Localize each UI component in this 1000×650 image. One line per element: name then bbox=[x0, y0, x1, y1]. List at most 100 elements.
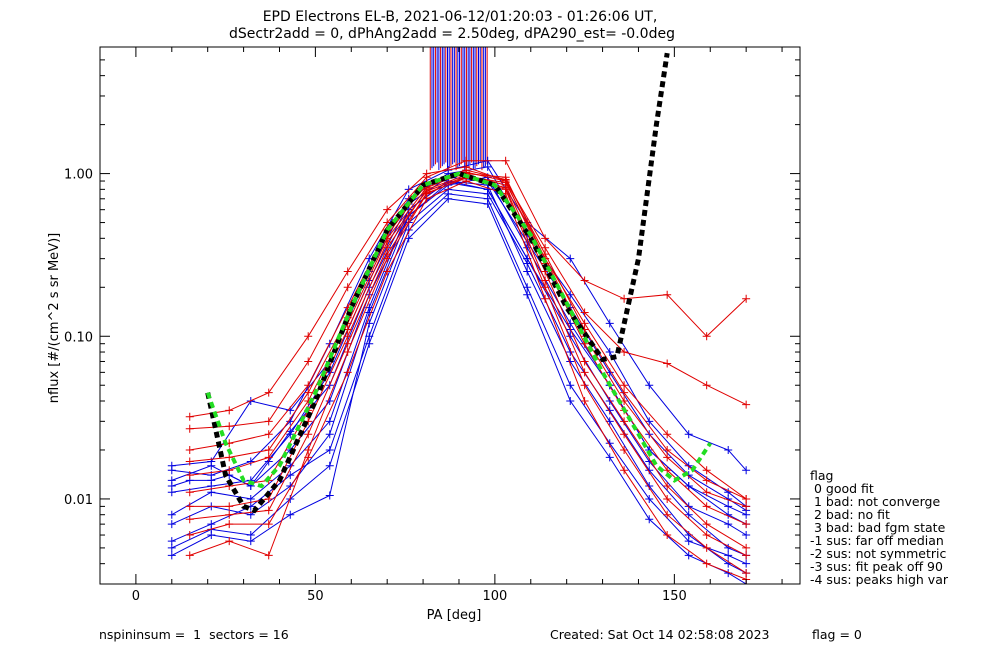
legend-item: 2 bad: no fit bbox=[810, 507, 890, 522]
red-point bbox=[702, 488, 711, 497]
red-point bbox=[264, 506, 273, 515]
blue-point bbox=[742, 466, 751, 475]
red-point bbox=[225, 520, 234, 529]
x-tick-label: 50 bbox=[307, 589, 324, 604]
red-point bbox=[702, 531, 711, 540]
red-point bbox=[304, 381, 313, 390]
blue-point bbox=[645, 494, 654, 503]
red-point bbox=[702, 381, 711, 390]
blue-point bbox=[724, 551, 733, 560]
red-point bbox=[580, 357, 589, 366]
red-point bbox=[185, 531, 194, 540]
red-point bbox=[742, 551, 751, 560]
red-point bbox=[541, 250, 550, 259]
red-point bbox=[620, 294, 629, 303]
red-point bbox=[501, 175, 510, 184]
red-point bbox=[225, 422, 234, 431]
blue-point bbox=[444, 194, 453, 203]
red-point bbox=[422, 188, 431, 197]
red-point bbox=[702, 466, 711, 475]
red-point bbox=[580, 276, 589, 285]
red-point bbox=[383, 205, 392, 214]
red-point bbox=[620, 388, 629, 397]
red-point bbox=[663, 531, 672, 540]
blue-point bbox=[684, 482, 693, 491]
chart-title: EPD Electrons EL-B, 2021-06-12/01:20:03 … bbox=[263, 9, 658, 25]
red-point bbox=[304, 445, 313, 454]
y-axis-label: nflux [#/(cm^2 s sr MeV)] bbox=[47, 233, 62, 403]
red-point bbox=[343, 368, 352, 377]
red-point bbox=[185, 445, 194, 454]
y-tick-label: 1.00 bbox=[64, 168, 93, 183]
blue-point bbox=[167, 476, 176, 485]
red-point bbox=[462, 156, 471, 165]
red-point bbox=[742, 502, 751, 511]
red-point bbox=[304, 453, 313, 462]
blue-point bbox=[167, 537, 176, 546]
red-point bbox=[663, 510, 672, 519]
blue-point bbox=[684, 461, 693, 470]
x-tick-label: 0 bbox=[132, 589, 140, 604]
blue-series-line bbox=[171, 182, 747, 536]
legend-title: flag bbox=[810, 468, 834, 483]
red-point bbox=[620, 348, 629, 357]
red-point bbox=[343, 339, 352, 348]
blue-point bbox=[404, 185, 413, 194]
footer-spin-info: nspininsum = 1 sectors = 16 bbox=[99, 627, 289, 642]
red-point bbox=[264, 388, 273, 397]
blue-series-line bbox=[171, 180, 747, 574]
red-point bbox=[225, 466, 234, 475]
red-point bbox=[501, 156, 510, 165]
blue-point bbox=[167, 543, 176, 552]
blue-point bbox=[645, 417, 654, 426]
blue-point bbox=[645, 515, 654, 524]
blue-point bbox=[684, 551, 693, 560]
blue-point bbox=[523, 267, 532, 276]
blue-point bbox=[684, 430, 693, 439]
red-point bbox=[304, 357, 313, 366]
legend-item: 3 bad: bad fgm state bbox=[810, 520, 946, 535]
red-point bbox=[702, 520, 711, 529]
blue-point bbox=[167, 510, 176, 519]
blue-point bbox=[325, 396, 334, 405]
red-point bbox=[343, 348, 352, 357]
red-point bbox=[620, 381, 629, 390]
red-point bbox=[663, 430, 672, 439]
red-point bbox=[742, 494, 751, 503]
red-point bbox=[501, 183, 510, 192]
blue-point bbox=[325, 430, 334, 439]
red-point bbox=[185, 412, 194, 421]
red-point bbox=[462, 166, 471, 175]
x-axis-label: PA [deg] bbox=[427, 608, 482, 623]
red-point bbox=[541, 276, 550, 285]
red-point bbox=[580, 308, 589, 317]
blue-point bbox=[645, 466, 654, 475]
red-point bbox=[742, 543, 751, 552]
red-point bbox=[541, 234, 550, 243]
x-tick-label: 150 bbox=[662, 589, 687, 604]
blue-point bbox=[523, 290, 532, 299]
red-point bbox=[343, 267, 352, 276]
blue-point bbox=[566, 396, 575, 405]
blue-point bbox=[724, 520, 733, 529]
blue-series-line bbox=[171, 198, 747, 584]
red-point bbox=[702, 332, 711, 341]
red-point bbox=[185, 471, 194, 480]
blue-point bbox=[286, 471, 295, 480]
blue-point bbox=[365, 339, 374, 348]
red-point bbox=[742, 294, 751, 303]
data-layer bbox=[167, 47, 751, 584]
blue-point bbox=[365, 308, 374, 317]
blue-point bbox=[167, 488, 176, 497]
blue-point bbox=[742, 559, 751, 568]
red-point bbox=[304, 388, 313, 397]
blue-point bbox=[325, 461, 334, 470]
legend-item: -3 sus: fit peak off 90 bbox=[810, 559, 943, 574]
blue-point bbox=[286, 510, 295, 519]
blue-point bbox=[286, 482, 295, 491]
chart-subtitle: dSectr2add = 0, dPhAng2add = 2.50deg, dP… bbox=[229, 26, 675, 42]
legend-item: -2 sus: not symmetric bbox=[810, 546, 947, 561]
blue-series-line bbox=[171, 188, 747, 556]
red-point bbox=[620, 430, 629, 439]
axes: 0 50 100 150 0.01 0.10 1.00 bbox=[64, 46, 801, 604]
